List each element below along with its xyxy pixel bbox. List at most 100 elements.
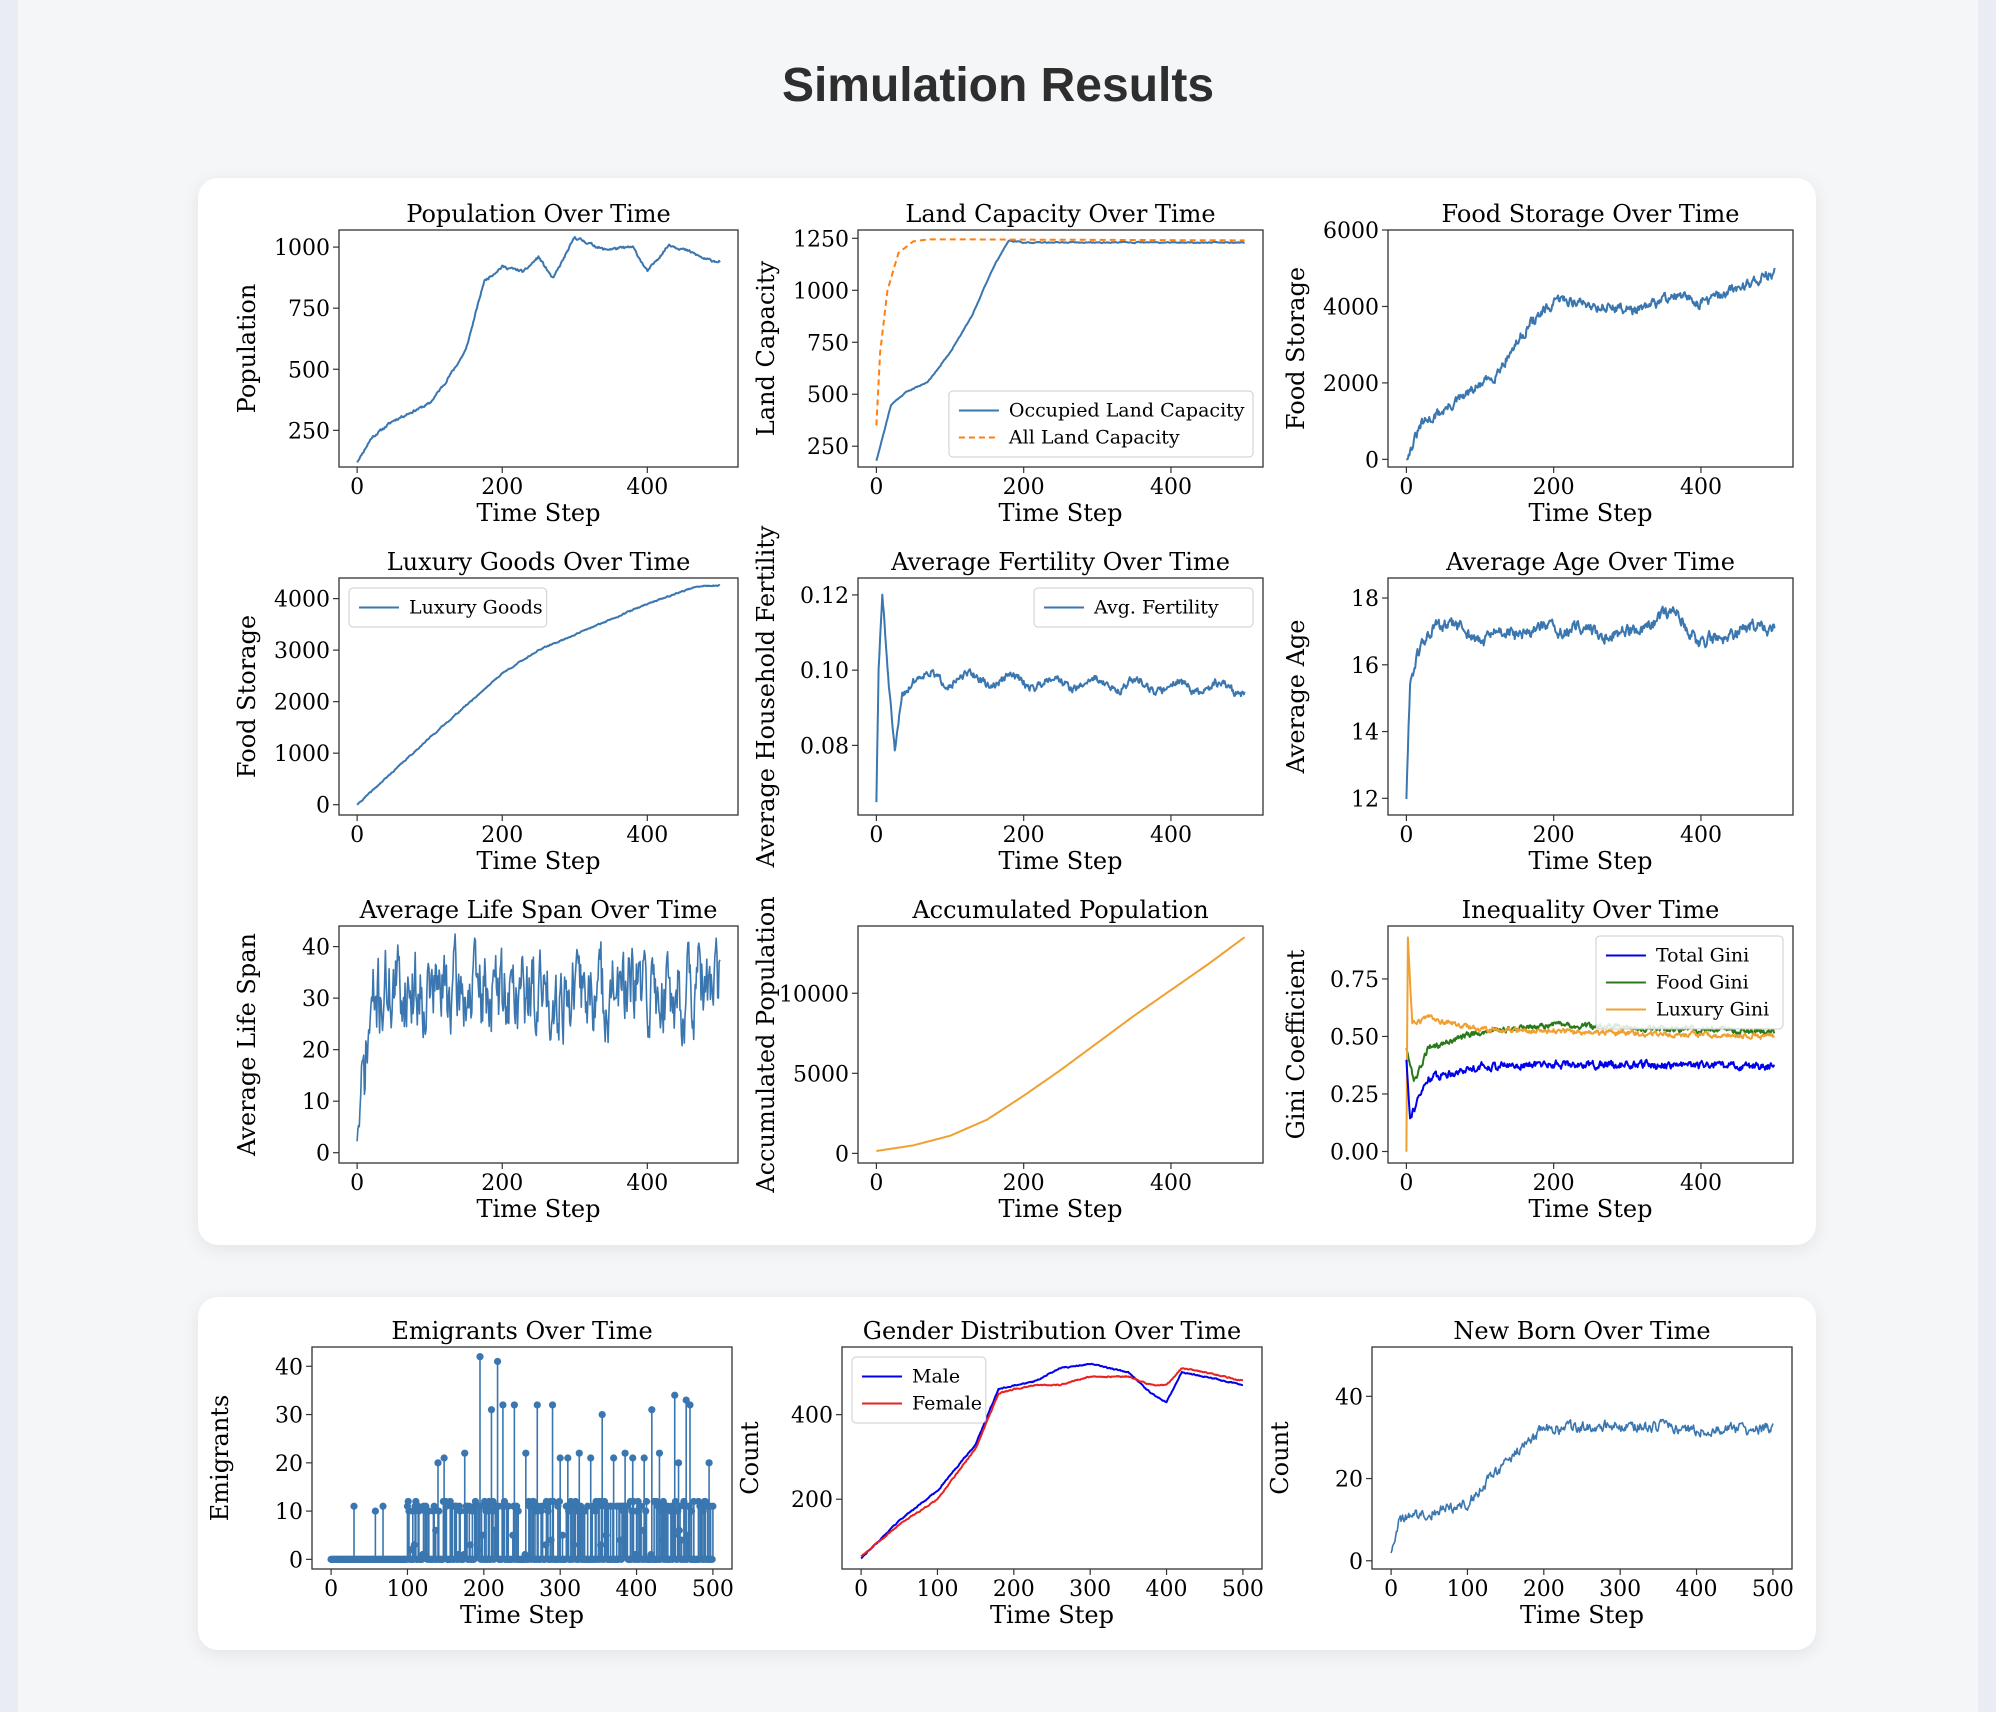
chart-title: Gender Distribution Over Time	[863, 1317, 1241, 1345]
plot-frame	[338, 925, 739, 1164]
x-tick-label: 400	[1680, 1171, 1722, 1196]
stem-marker	[371, 1507, 379, 1515]
y-tick-label: 750	[807, 331, 849, 356]
x-tick-label: 0	[324, 1577, 338, 1602]
x-axis-label: Time Step	[999, 499, 1123, 527]
x-tick-label: 400	[1680, 823, 1722, 848]
x-tick-label: 0	[869, 823, 883, 848]
stem-marker	[350, 1502, 358, 1510]
x-axis-label: Time Step	[990, 1601, 1114, 1629]
legend-box	[348, 587, 548, 628]
stem-marker	[682, 1396, 690, 1404]
x-tick-label: 0	[1399, 1171, 1413, 1196]
series-line-0	[356, 584, 721, 806]
x-tick-label: 0	[1384, 1577, 1398, 1602]
x-axis-label: Time Step	[999, 847, 1123, 875]
legend-label: Occupied Land Capacity	[1009, 400, 1245, 422]
x-tick-label: 100	[386, 1577, 428, 1602]
stem-marker	[461, 1449, 469, 1457]
stem-marker	[442, 1502, 450, 1510]
chart-title: Emigrants Over Time	[391, 1317, 652, 1345]
y-tick-label: 16	[1351, 654, 1379, 679]
chart-title: Luxury Goods Over Time	[387, 548, 691, 576]
plot-frame	[1387, 229, 1794, 468]
stem-marker	[379, 1502, 387, 1510]
x-tick-label: 200	[993, 1577, 1035, 1602]
y-tick-label: 0.08	[800, 734, 849, 759]
y-tick-label: 0.10	[800, 659, 849, 684]
stem-marker	[671, 1391, 679, 1399]
x-axis-label: Time Step	[477, 847, 601, 875]
y-tick-label: 0	[1365, 448, 1379, 473]
y-tick-label: 0.25	[1330, 1083, 1379, 1108]
x-axis-label: Time Step	[1529, 1195, 1653, 1223]
stem-marker	[548, 1401, 557, 1409]
x-tick-label: 300	[539, 1577, 581, 1602]
y-tick-label: 1250	[793, 227, 849, 252]
x-tick-label: 0	[350, 1171, 364, 1196]
chart-panel-0-2: Food Storage Over Time Time Step Food Stor…	[1282, 200, 1794, 527]
chart-panel-0-4: Average Fertility Over Time Time Step Aver…	[752, 525, 1264, 875]
stem-marker	[558, 1531, 567, 1539]
series-line-0	[1390, 1418, 1774, 1554]
stem-marker	[648, 1406, 656, 1414]
plot-frame	[338, 229, 739, 468]
series-line-0	[875, 593, 1246, 803]
y-tick-label: 250	[807, 435, 849, 460]
y-tick-label: 0.12	[800, 584, 849, 609]
y-tick-label: 18	[1351, 587, 1379, 612]
x-tick-label: 200	[481, 475, 523, 500]
stem-marker	[404, 1497, 412, 1506]
legend-label: Avg. Fertility	[1093, 597, 1219, 619]
x-tick-label: 0	[869, 1171, 883, 1196]
stem-marker	[642, 1497, 651, 1506]
legend: Total Gini Food Gini Luxury Gini	[1595, 935, 1784, 1030]
chart-grid-secondary: Emigrants Over Time Time Step Emigrants 0 10…	[206, 1317, 1794, 1629]
legend-label: Luxury Gini	[1656, 999, 1769, 1021]
plot-frame	[841, 1346, 1263, 1570]
y-tick-label: 1000	[793, 279, 849, 304]
x-tick-label: 400	[1150, 1171, 1192, 1196]
x-tick-label: 0	[350, 823, 364, 848]
y-axis-label: Food Storage	[233, 615, 261, 778]
chart-panel-1-1: Gender Distribution Over Time Time Step Co…	[736, 1317, 1264, 1629]
y-tick-label: 10	[275, 1500, 303, 1525]
legend: Male Female	[851, 1356, 987, 1424]
plot-frame	[1387, 577, 1794, 816]
stem-marker	[504, 1502, 512, 1510]
y-tick-label: 0	[316, 794, 330, 819]
x-axis-label: Time Step	[1529, 847, 1653, 875]
stem-marker	[456, 1507, 464, 1515]
stem-marker	[564, 1454, 572, 1462]
y-tick-label: 400	[791, 1404, 833, 1429]
y-tick-label: 250	[288, 419, 330, 444]
x-tick-label: 300	[1069, 1577, 1111, 1602]
stem-marker	[549, 1497, 557, 1506]
x-tick-label: 0	[854, 1577, 868, 1602]
chart-title: Population Over Time	[406, 200, 670, 228]
x-axis-label: Time Step	[1529, 499, 1653, 527]
x-tick-label: 200	[1003, 823, 1045, 848]
x-tick-label: 500	[692, 1577, 734, 1602]
stem-marker	[415, 1507, 423, 1515]
chart-card-main: Population Over Time Time Step Population 0…	[198, 178, 1816, 1245]
series-line-1	[875, 238, 1245, 426]
y-tick-label: 20	[302, 1039, 330, 1064]
legend-box	[1033, 587, 1254, 628]
x-tick-label: 500	[1222, 1577, 1264, 1602]
y-tick-label: 20	[1335, 1468, 1363, 1493]
chart-title: Average Fertility Over Time	[890, 548, 1230, 576]
chart-title: Land Capacity Over Time	[905, 200, 1215, 228]
legend-box	[948, 390, 1254, 458]
y-axis-label: Average Age	[1282, 620, 1310, 775]
stem-marker	[499, 1401, 507, 1409]
stem-marker	[640, 1454, 648, 1462]
x-tick-label: 200	[481, 1171, 523, 1196]
y-axis-label: Food Storage	[1282, 267, 1310, 430]
legend: Occupied Land Capacity All Land Capacity	[948, 390, 1254, 458]
x-tick-label: 0	[869, 475, 883, 500]
y-axis-label: Count	[1266, 1421, 1294, 1495]
series-line-2	[1405, 1058, 1776, 1120]
y-tick-label: 0.75	[1330, 968, 1379, 993]
stem-marker	[493, 1357, 502, 1366]
